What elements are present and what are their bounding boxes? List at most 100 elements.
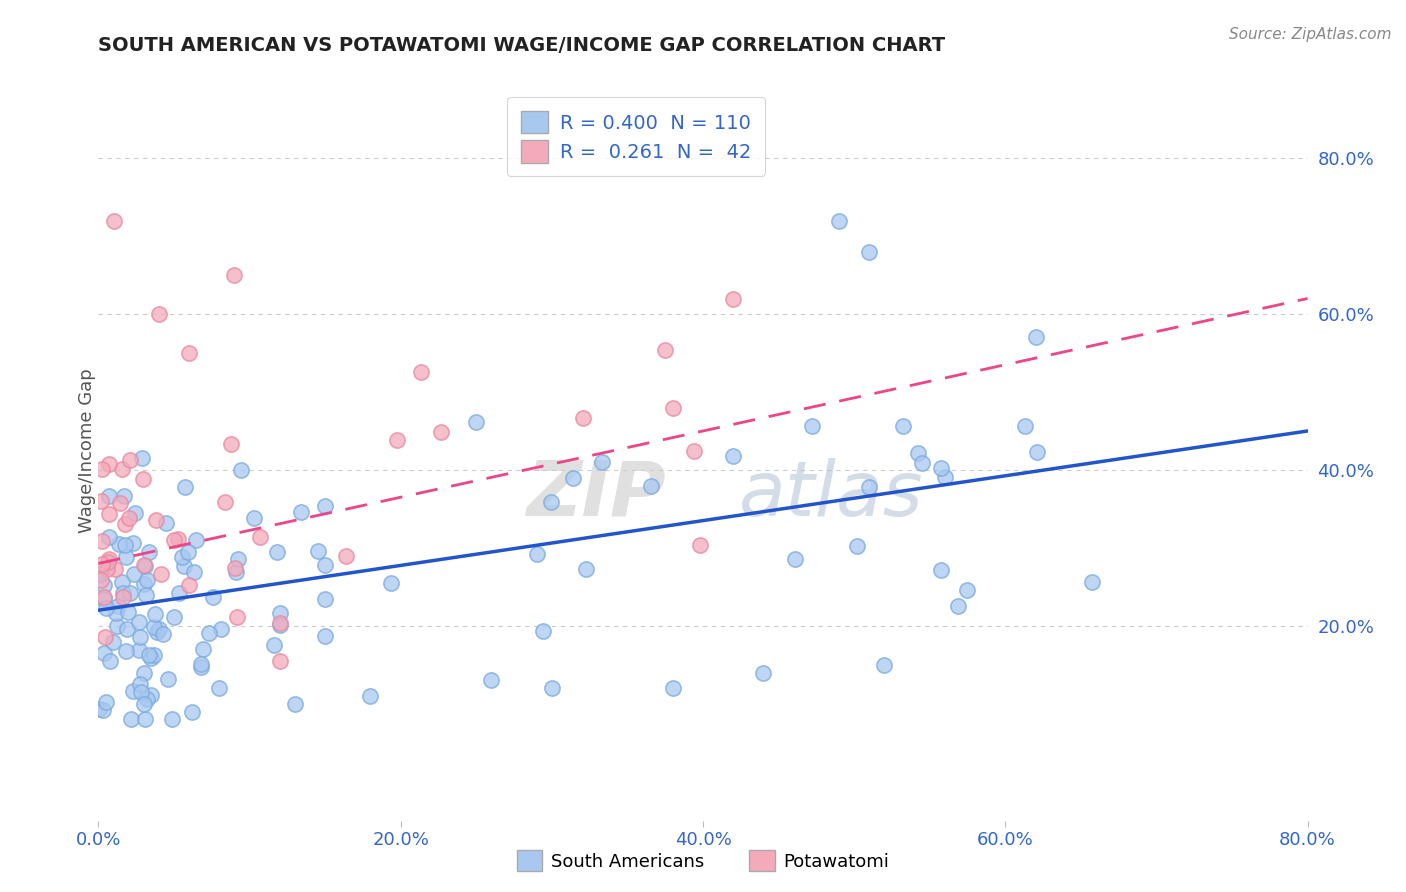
Point (98, 507, 121, 521)
Point (179, 578, 201, 592)
Point (120, 712, 142, 726)
Point (97, 552, 120, 566)
Point (129, 630, 152, 644)
Point (269, 606, 291, 620)
Point (224, 268, 246, 282)
Point (93, 592, 115, 607)
Point (226, 609, 249, 624)
Point (108, 496, 131, 510)
Text: atlas: atlas (740, 458, 924, 532)
Point (93, 646, 115, 660)
Point (122, 684, 145, 698)
Point (118, 511, 141, 525)
Point (846, 539, 869, 553)
Text: ZIP: ZIP (527, 458, 666, 532)
Point (98, 457, 121, 471)
Point (135, 588, 157, 602)
Point (134, 558, 156, 573)
Point (721, 292, 744, 306)
Point (948, 599, 970, 613)
Point (269, 618, 291, 632)
Point (828, 213, 851, 227)
Point (132, 577, 155, 591)
Point (314, 591, 336, 606)
Point (134, 712, 156, 726)
Point (465, 415, 488, 429)
Point (152, 627, 174, 641)
Point (89, 566, 111, 581)
Point (360, 689, 382, 703)
Point (132, 697, 155, 711)
Point (225, 565, 247, 579)
Point (98, 654, 121, 668)
Point (314, 558, 336, 572)
Point (173, 559, 195, 574)
Point (91, 703, 114, 717)
Point (148, 622, 170, 636)
Point (107, 537, 129, 551)
Point (934, 470, 956, 484)
Point (214, 494, 236, 508)
Point (148, 307, 170, 321)
Point (104, 562, 127, 576)
Point (269, 616, 291, 631)
Point (290, 505, 312, 519)
Point (184, 533, 207, 547)
Point (128, 615, 150, 630)
Point (314, 629, 336, 643)
Point (105, 619, 128, 633)
Point (149, 566, 172, 581)
Point (131, 685, 153, 699)
Point (138, 648, 160, 662)
Point (128, 643, 150, 657)
Point (307, 544, 329, 558)
Point (572, 411, 595, 425)
Point (103, 213, 125, 227)
Point (115, 622, 138, 636)
Point (661, 401, 683, 415)
Point (160, 712, 183, 726)
Point (785, 551, 807, 566)
Point (180, 705, 202, 719)
Point (911, 456, 934, 470)
Point (540, 681, 562, 695)
Point (104, 606, 127, 620)
Point (156, 672, 179, 686)
Point (163, 609, 186, 624)
Point (226, 552, 249, 566)
Point (1026, 444, 1049, 458)
Point (139, 688, 162, 702)
Point (111, 574, 134, 589)
Point (314, 500, 336, 514)
Legend: R = 0.400  N = 110, R =  0.261  N =  42: R = 0.400 N = 110, R = 0.261 N = 42 (508, 97, 765, 177)
Point (211, 622, 233, 636)
Point (683, 444, 706, 458)
Point (208, 681, 231, 695)
Point (118, 452, 141, 467)
Point (93, 591, 115, 605)
Point (139, 651, 162, 665)
Point (752, 665, 775, 680)
Point (540, 495, 562, 509)
Text: Source: ZipAtlas.com: Source: ZipAtlas.com (1229, 27, 1392, 42)
Point (87, 702, 110, 716)
Point (170, 549, 193, 564)
Point (858, 244, 880, 259)
Point (591, 455, 613, 469)
Point (124, 506, 146, 520)
Point (221, 437, 243, 451)
Point (90, 573, 112, 587)
Point (111, 590, 134, 604)
Point (1024, 330, 1046, 344)
Point (1014, 418, 1036, 433)
Point (114, 538, 136, 552)
Point (689, 537, 711, 551)
Point (193, 642, 215, 657)
Point (117, 605, 139, 619)
Point (143, 607, 166, 622)
Point (120, 586, 142, 600)
Point (132, 665, 155, 680)
Point (243, 510, 266, 524)
Point (163, 533, 186, 547)
Point (1081, 575, 1104, 590)
